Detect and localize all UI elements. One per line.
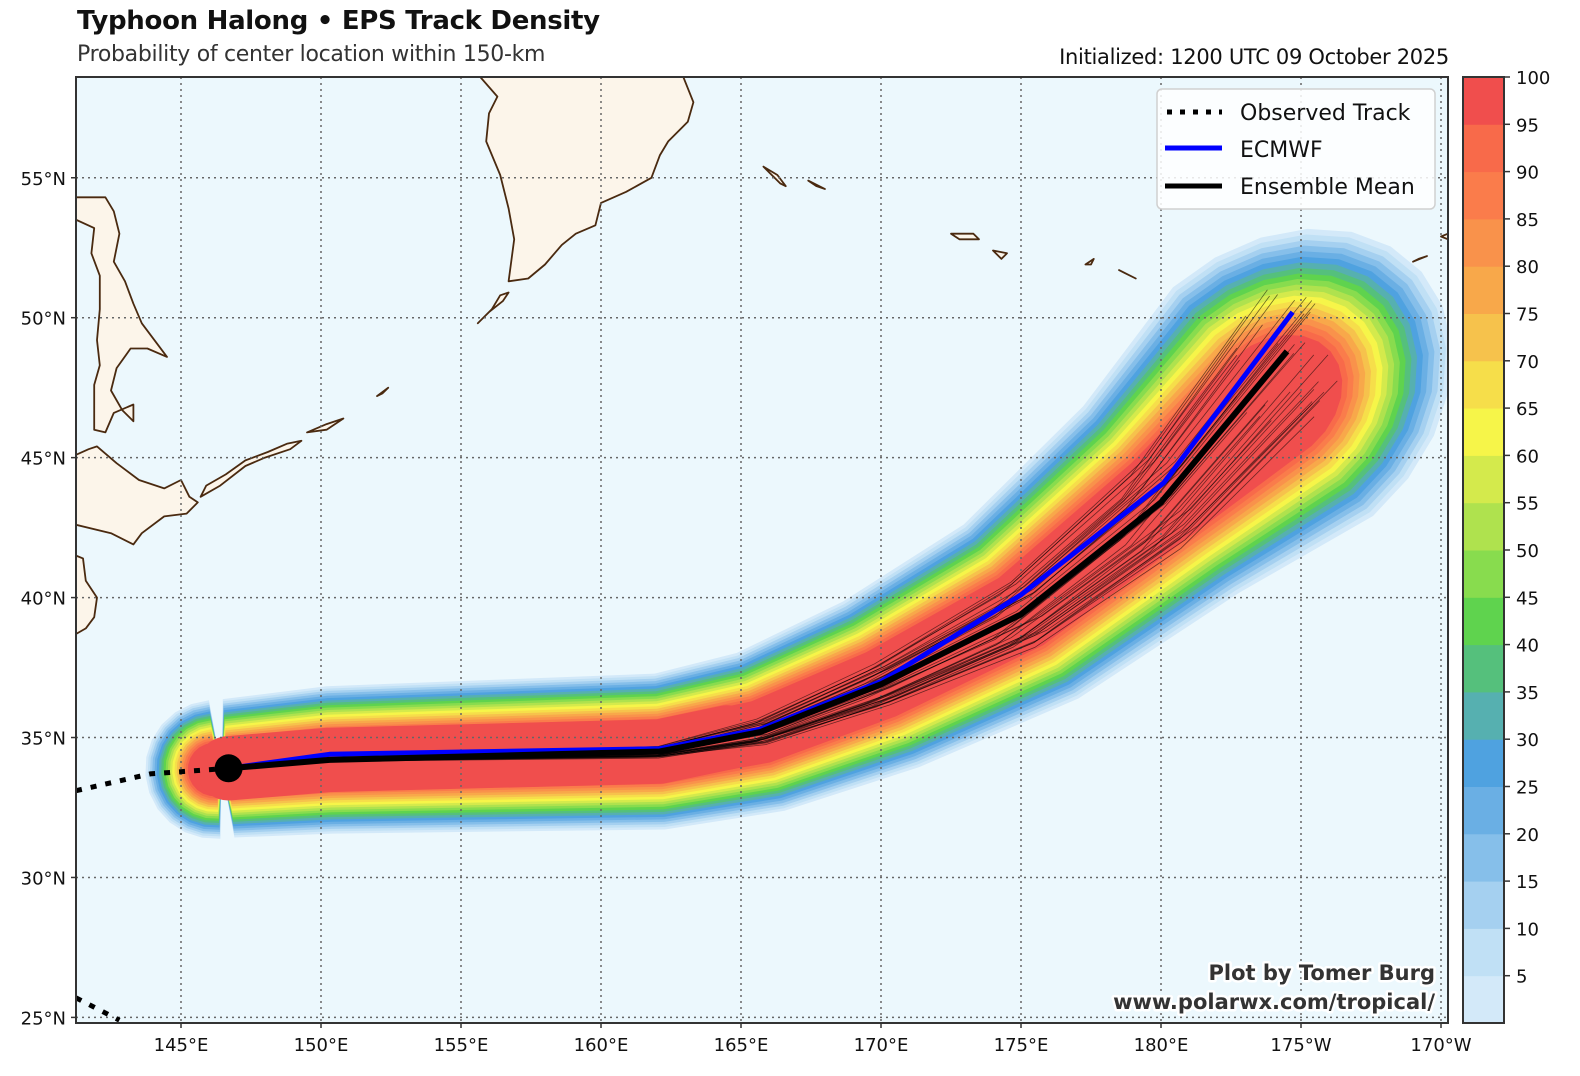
observed-track-line [76, 765, 229, 794]
colorbar-segment-30-35 [1463, 691, 1504, 740]
x-tick-label: 180°E [1134, 1035, 1189, 1056]
colorbar-tick-label: 30 [1516, 730, 1539, 751]
x-tick-label: 175°W [1270, 1035, 1331, 1056]
colorbar-tick-label: 65 [1516, 399, 1539, 420]
chart-title: Typhoon Halong • EPS Track Density [77, 6, 600, 36]
colorbar-segment-55-60 [1463, 455, 1504, 504]
colorbar-segment-65-70 [1463, 360, 1504, 409]
colorbar-segment-85-90 [1463, 171, 1504, 220]
x-tick-label: 170°W [1410, 1035, 1471, 1056]
legend-label-observed: Observed Track [1240, 101, 1411, 126]
density-level-15 [152, 245, 1435, 833]
y-tick-label: 25°N [21, 1008, 66, 1029]
y-tick-label: 55°N [21, 169, 66, 190]
colorbar-segment-25-30 [1463, 739, 1504, 787]
colorbar-tick-label: 10 [1516, 919, 1539, 940]
colorbar-tick-label: 5 [1516, 967, 1527, 988]
colorbar-tick-label: 50 [1516, 541, 1539, 562]
y-tick-label: 45°N [21, 449, 66, 470]
x-tick-label: 165°E [714, 1035, 769, 1056]
land-honshu-north [76, 554, 98, 635]
y-tick-label: 35°N [21, 729, 66, 750]
colorbar-tick-label: 80 [1516, 257, 1539, 278]
colorbar-tick-label: 100 [1516, 68, 1550, 89]
colorbar-tick-label: 85 [1516, 210, 1539, 231]
legend-label-ecmwf: ECMWF [1240, 138, 1323, 163]
colorbar-tick-label: 20 [1516, 825, 1539, 846]
credit-url: www.polarwx.com/tropical/ [1113, 990, 1435, 1014]
land-kamchatka [479, 77, 695, 283]
track-lines [76, 310, 1295, 1023]
colorbar-segment-10-15 [1463, 881, 1504, 929]
x-tick-label: 160°E [574, 1035, 629, 1056]
land-aleutian-9 [1440, 232, 1448, 241]
ensemble-mean-track-line [228, 349, 1290, 772]
colorbar-segment-50-55 [1463, 502, 1504, 551]
x-tick-label: 175°E [994, 1035, 1049, 1056]
land-paramushir [476, 291, 510, 325]
credit-author: Plot by Tomer Burg [1209, 961, 1436, 985]
land-layer [76, 77, 1448, 635]
colorbar-segment-75-80 [1463, 266, 1504, 314]
land-aleutian-3 [1084, 257, 1095, 266]
legend-label-mean: Ensemble Mean [1240, 175, 1415, 200]
colorbar-tick-label: 35 [1516, 683, 1539, 704]
y-tick-label: 50°N [21, 309, 66, 330]
colorbar-segment-70-75 [1463, 313, 1504, 362]
colorbar-tick-label: 25 [1516, 778, 1539, 799]
plot-frame [75, 76, 1449, 1024]
colorbar-tick-label: 45 [1516, 588, 1539, 609]
x-axis-ticks: 145°E 150°E 155°E 160°E 165°E 170°E 175°E 180°E… [154, 1023, 1472, 1056]
land-sakhalin [76, 196, 168, 434]
colorbar-segment-80-85 [1463, 218, 1504, 267]
land-commander-2 [807, 179, 826, 190]
colorbar-tick-label: 90 [1516, 163, 1539, 184]
colorbar-segment-20-25 [1463, 786, 1504, 835]
colorbar-segment-90-95 [1463, 124, 1504, 173]
colorbar-tick-label: 15 [1516, 872, 1539, 893]
colorbar-segment-35-40 [1463, 644, 1504, 693]
x-tick-label: 170°E [854, 1035, 909, 1056]
colorbar-segment-15-20 [1463, 833, 1504, 882]
land-aleutian-2 [992, 249, 1008, 260]
land-kurile-2 [306, 417, 345, 434]
current-position-marker [214, 754, 243, 783]
y-tick-label: 30°N [21, 868, 66, 889]
colorbar: 5 10 15 20 25 30 35 40 45 50 55 60 65 70 75 80 85 90 95 100 [1462, 68, 1550, 1024]
colorbar-tick-label: 60 [1516, 446, 1539, 467]
land-kurile-3 [376, 386, 390, 398]
colorbar-tick-label: 70 [1516, 352, 1539, 373]
initialized-time: Initialized: 1200 UTC 09 October 2025 [1059, 45, 1449, 69]
y-tick-label: 40°N [21, 589, 66, 610]
colorbar-segment-95-100 [1463, 77, 1504, 125]
colorbar-tick-label: 55 [1516, 494, 1539, 515]
colorbar-tick-label: 95 [1516, 115, 1539, 136]
land-aleutian-4 [1118, 269, 1137, 280]
colorbar-segment-0-5 [1463, 975, 1504, 1024]
land-aleutian-1 [950, 232, 980, 241]
colorbar-tick-label: 40 [1516, 636, 1539, 657]
legend: Observed Track ECMWF Ensemble Mean [1156, 88, 1436, 210]
y-axis-ticks: 25°N 30°N 35°N 40°N 45°N 50°N 55°N [21, 169, 76, 1029]
land-commander-1 [762, 165, 787, 188]
chart-subtitle: Probability of center location within 15… [77, 42, 546, 67]
colorbar-segment-45-50 [1463, 550, 1504, 598]
colorbar-tick-label: 75 [1516, 305, 1539, 326]
colorbar-segment-40-45 [1463, 597, 1504, 646]
land-hokkaido [76, 445, 199, 546]
legend-box [1156, 88, 1436, 210]
x-tick-label: 155°E [434, 1035, 489, 1056]
land-kurile-1 [199, 439, 303, 498]
x-tick-label: 150°E [294, 1035, 349, 1056]
land-aleutian-8 [1412, 255, 1428, 263]
colorbar-segment-60-65 [1463, 408, 1504, 456]
x-tick-label: 145°E [154, 1035, 209, 1056]
colorbar-segment-5-10 [1463, 928, 1504, 977]
